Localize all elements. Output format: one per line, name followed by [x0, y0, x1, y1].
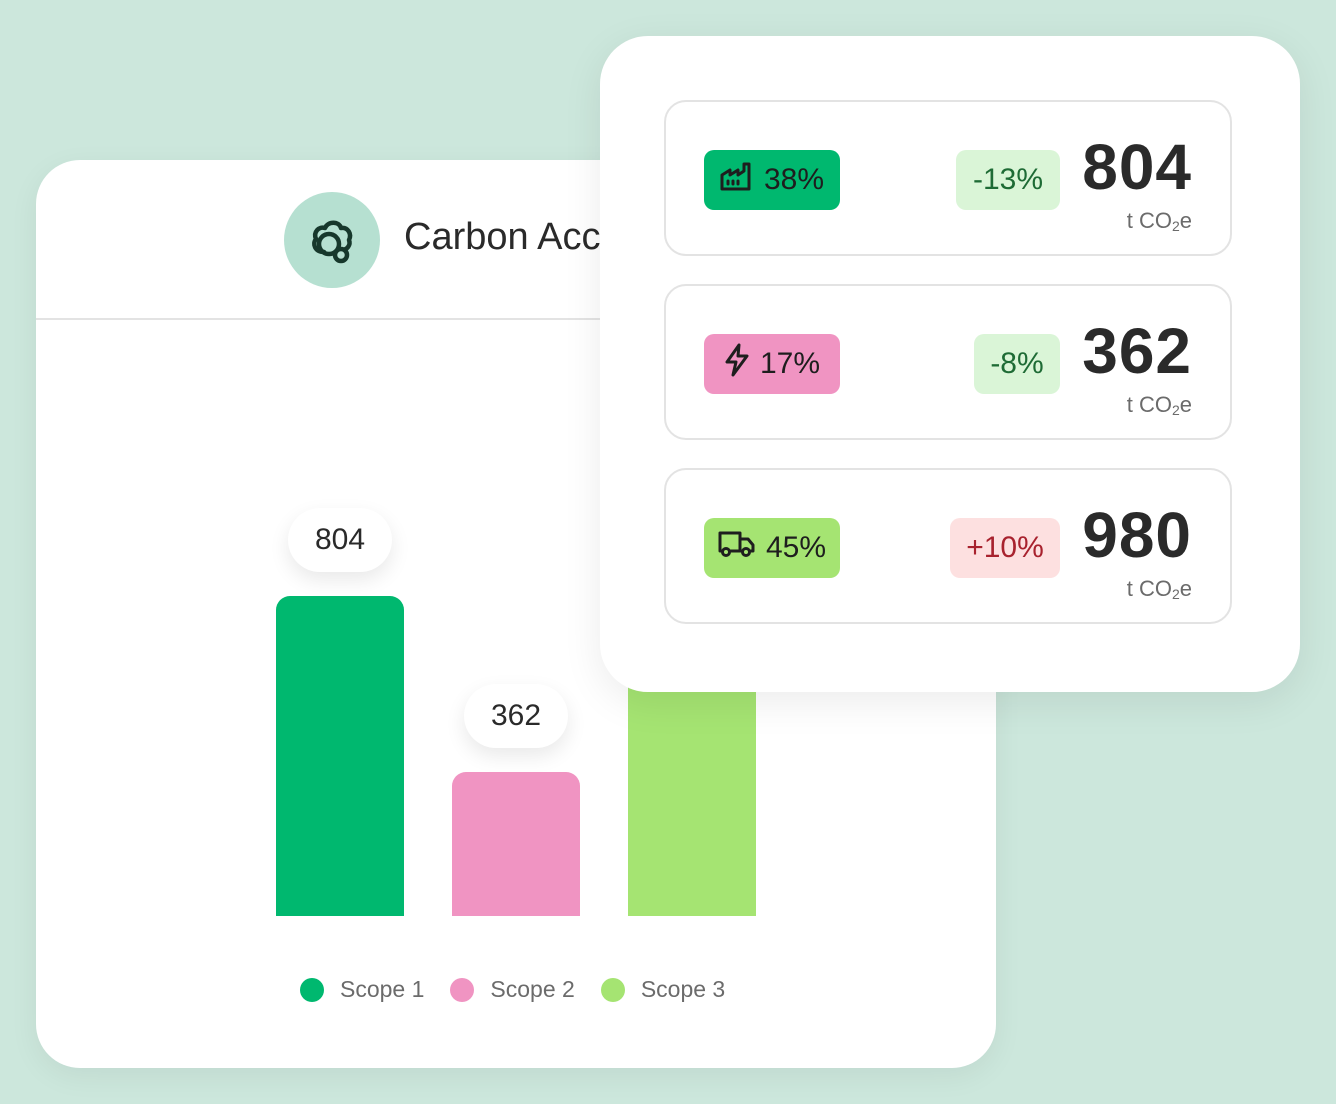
truck-icon	[718, 530, 756, 566]
emission-value: 980	[1082, 499, 1192, 571]
emission-value: 804	[1082, 131, 1192, 203]
legend-item-scope-3[interactable]: Scope 3	[600, 976, 726, 1003]
share-badge: 17%	[704, 334, 840, 394]
share-badge: 45%	[704, 518, 840, 578]
bar-scope-2[interactable]	[452, 772, 580, 916]
legend-label: Scope 3	[640, 976, 726, 1002]
legend-label: Scope 2	[490, 976, 575, 1002]
lightning-icon	[724, 343, 750, 385]
legend-dot-icon	[450, 977, 475, 1002]
share-percent: 38%	[763, 163, 825, 196]
stat-row-scope-1[interactable]: 38% -13% 804 t CO2e	[664, 100, 1232, 256]
emission-unit: t CO2e	[1126, 392, 1192, 418]
legend-dot-icon	[600, 977, 625, 1002]
legend-item-scope-2[interactable]: Scope 2	[450, 976, 575, 1003]
stat-row-scope-2[interactable]: 17% -8% 362 t CO2e	[664, 284, 1232, 440]
legend-label: Scope 1	[340, 976, 425, 1002]
legend-item-scope-1[interactable]: Scope 1	[300, 976, 424, 1003]
change-badge: +10%	[950, 518, 1060, 578]
factory-icon	[720, 161, 754, 199]
change-badge: -8%	[974, 334, 1060, 394]
chart-legend: Scope 1 Scope 2 Scope 3	[300, 976, 751, 1003]
stat-row-scope-3[interactable]: 45% +10% 980 t CO2e	[664, 468, 1232, 624]
stats-card: 38% -13% 804 t CO2e 17% -8% 362 t CO2e	[600, 36, 1300, 692]
cloud-emissions-icon	[284, 192, 380, 288]
emission-unit: t CO2e	[1126, 576, 1192, 602]
chart-title: Carbon Acc	[404, 216, 601, 258]
change-badge: -13%	[956, 150, 1060, 210]
emission-unit: t CO2e	[1126, 208, 1192, 234]
share-badge: 38%	[704, 150, 840, 210]
chart-header: Carbon Acc	[36, 160, 996, 320]
legend-dot-icon	[300, 977, 324, 1002]
share-percent: 45%	[765, 531, 827, 564]
emission-value: 362	[1082, 315, 1192, 387]
share-percent: 17%	[759, 347, 821, 380]
bar-scope-1[interactable]	[276, 596, 404, 916]
bar-value-label-scope-2: 362	[464, 684, 568, 748]
bar-value-label-scope-1: 804	[288, 508, 392, 572]
